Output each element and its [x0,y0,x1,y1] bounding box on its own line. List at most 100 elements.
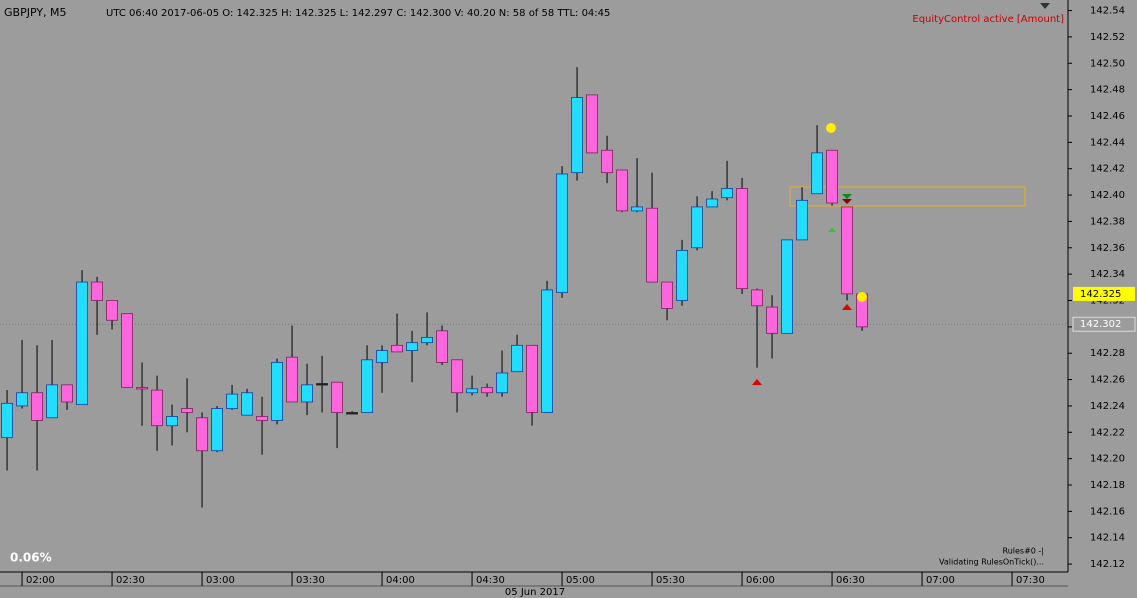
candle-body [811,152,823,195]
candle-body [481,387,493,394]
candle-body [646,207,658,283]
y-tick-label: 142.18 [1090,480,1125,491]
candle-body [511,344,523,373]
signal-arrow [828,228,836,232]
validating-text: Validating RulesOnTick()... [939,558,1044,567]
candle-body [466,388,478,394]
candle-body [241,392,253,416]
x-tick-label: 02:00 [26,575,55,586]
signal-arrow [842,199,852,204]
y-tick-label: 142.20 [1090,454,1125,465]
chart-title: GBPJPY, M5 [4,6,67,19]
candle-body [76,281,88,406]
candle-body [331,381,343,413]
candle-body [121,313,133,388]
candle-body [151,389,163,427]
signal-dot [857,292,867,302]
y-tick-label: 142.44 [1090,137,1125,148]
candle-body [751,289,763,307]
bid-price-label: 142.325 [1080,289,1121,300]
zone-box [789,186,1026,207]
candle-body [661,281,673,309]
x-tick-label: 07:30 [1016,575,1045,586]
candle-body [136,387,148,390]
candle-body [316,383,328,386]
candle-body [556,173,568,293]
candle-body [196,417,208,452]
y-tick-label: 142.34 [1090,269,1125,280]
status-text: EquityControl active [Amount] [912,14,1064,25]
candle-body [166,416,178,427]
signal-arrow [842,304,852,310]
y-tick-label: 142.12 [1090,559,1125,570]
candle-body [226,393,238,409]
y-tick-label: 142.36 [1090,243,1125,254]
candle-body [601,149,613,174]
candle-body [841,206,853,295]
candle-body [586,94,598,154]
candle-body [406,342,418,351]
percent-text: 0.06% [10,551,52,565]
candle-body [46,384,58,419]
x-tick-label: 07:00 [926,575,955,586]
candle-body [91,281,103,301]
candle-body [436,330,448,363]
menu-arrow [1040,3,1050,9]
candle-body [346,412,358,415]
y-tick-label: 142.50 [1090,58,1125,69]
x-tick-label: 06:30 [836,575,865,586]
candle-body [631,206,643,212]
candle-body [766,306,778,334]
y-tick-label: 142.38 [1090,216,1125,227]
rules-text: Rules#0 -| [1003,547,1045,556]
y-tick-label: 142.42 [1090,164,1125,175]
candle-body [211,408,223,452]
x-tick-label: 04:30 [476,575,505,586]
x-tick-label: 06:00 [746,575,775,586]
candle-body [31,392,43,421]
candle-body [301,384,313,403]
y-tick-label: 142.52 [1090,32,1125,43]
y-tick-label: 142.46 [1090,111,1125,122]
x-tick-label: 05:30 [656,575,685,586]
y-tick-label: 142.14 [1090,533,1125,544]
candle-body [781,239,793,334]
last-price-box [1072,316,1136,332]
bid-price-box [1073,286,1135,301]
y-tick-label: 142.24 [1090,401,1125,412]
y-tick-label: 142.16 [1090,506,1125,517]
x-tick-label: 03:30 [296,575,325,586]
x-tick-label: 05:00 [566,575,595,586]
axes: 142.12 142.14 142.16 142.18 142.20 142.22 142.… [21,6,1136,586]
candle-body [796,199,808,241]
candle-body [361,359,373,413]
candle-body [496,372,508,394]
y-tick-label: 142.54 [1090,6,1125,17]
signal-arrow [842,194,852,199]
candle-body [526,344,538,413]
candle-body [826,149,838,204]
x-tick-label: 04:00 [386,575,415,586]
candle-body [376,350,388,363]
candle-body [271,362,283,421]
candle-body [286,356,298,403]
x-tick-label: 02:30 [116,575,145,586]
candle-body [736,188,748,290]
candle-body [451,359,463,394]
date-label: 05 Jun 2017 [505,587,565,598]
candle-body [676,250,688,301]
candle-body [181,408,193,413]
candle-body [1,402,13,438]
candle-body [706,198,718,208]
candle-body [391,344,403,353]
y-tick-label: 142.28 [1090,348,1125,359]
candle-body [616,169,628,212]
candle-body [256,416,268,421]
candles [1,67,868,508]
candle-body [571,97,583,174]
candle-body [106,300,118,321]
ohlc-info: UTC 06:40 2017-06-05 O: 142.325 H: 142.3… [106,8,610,19]
